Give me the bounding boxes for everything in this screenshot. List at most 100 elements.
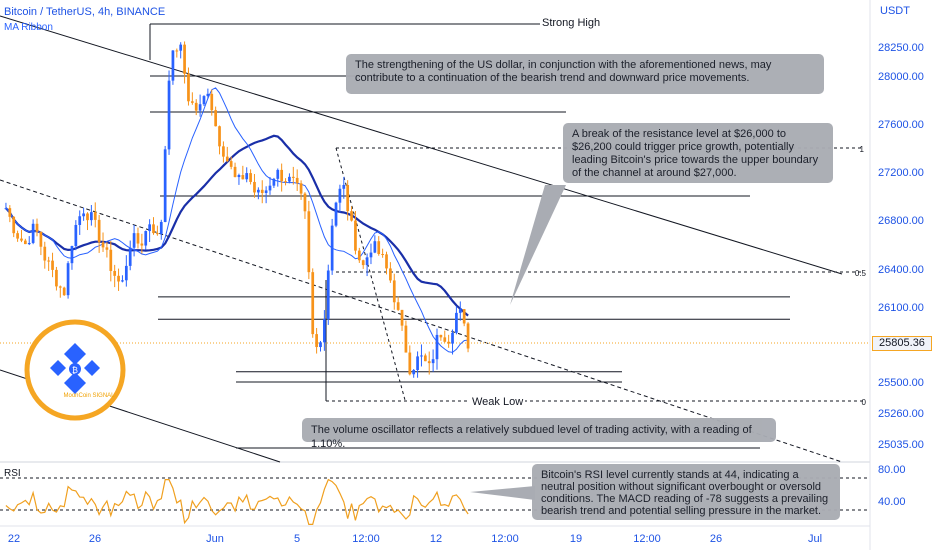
price-tick-label: 26100.00 <box>878 302 924 314</box>
strong-high-label: Strong High <box>540 17 603 29</box>
candle-body <box>354 220 357 251</box>
candle-body <box>241 175 245 180</box>
rsi-tick-label: 40.00 <box>878 496 906 508</box>
candle-body <box>183 44 186 74</box>
candle-body <box>400 309 404 326</box>
candle-body <box>187 73 190 102</box>
candle-body <box>256 189 260 193</box>
candle-body <box>381 253 384 255</box>
candle-body <box>124 265 128 281</box>
candle-body <box>31 223 35 243</box>
candle-body <box>462 309 466 324</box>
candle-body <box>455 312 458 333</box>
candle-body <box>16 233 19 239</box>
chart-legend: Bitcoin / TetherUS, 4h, BINANCE MA Ribbo… <box>4 4 165 36</box>
candle-body <box>101 242 105 248</box>
candle-body <box>222 146 225 157</box>
price-tick-label: 27600.00 <box>878 119 924 131</box>
candle-body <box>74 224 78 247</box>
candle-body <box>451 332 454 344</box>
candle-body <box>284 181 287 183</box>
candle-body <box>194 102 198 111</box>
logo-text: MoonCoin SIGNAL <box>63 393 115 399</box>
candle-body <box>167 80 171 150</box>
candle-body <box>152 224 155 234</box>
note-usd: The strengthening of the US dollar, in c… <box>346 54 824 94</box>
candle-body <box>342 185 346 189</box>
time-tick-label: 26 <box>710 533 722 545</box>
candle-body <box>326 270 330 320</box>
candle-body <box>86 213 89 221</box>
note-rsi-pointer <box>470 486 535 500</box>
candle-body <box>62 287 66 296</box>
time-tick-label: 22 <box>8 533 20 545</box>
candle-body <box>361 260 365 266</box>
candle-body <box>392 280 396 303</box>
candle-body <box>323 319 326 343</box>
candle-body <box>58 286 62 288</box>
candle-body <box>66 263 70 296</box>
time-axis: 22 26 Jun 5 12:00 12 12:00 19 12:00 26 Jul <box>8 533 822 545</box>
price-tick-label: 26400.00 <box>878 264 924 276</box>
candle-body <box>295 177 299 184</box>
price-tick-label: 28000.00 <box>878 71 924 83</box>
price-tick-label: 28250.00 <box>878 42 924 54</box>
time-tick-label: 12:00 <box>633 533 661 545</box>
candle-body <box>311 272 315 335</box>
candle-body <box>315 334 318 348</box>
candle-body <box>404 325 408 353</box>
candle-body <box>431 359 435 364</box>
fib-label-0: 0 <box>862 398 867 407</box>
candle-body <box>113 270 117 276</box>
candle-body <box>97 219 101 243</box>
candle-body <box>416 356 419 371</box>
candle-body <box>93 212 97 220</box>
candle-body <box>338 188 342 203</box>
candle-body <box>136 233 140 244</box>
ma-slow-line <box>5 134 469 317</box>
candle-body <box>396 302 400 310</box>
candle-body <box>249 173 252 182</box>
time-tick-label: 26 <box>89 533 101 545</box>
candle-body <box>276 169 280 179</box>
candle-body <box>291 176 295 178</box>
ma-fast-line <box>5 87 469 353</box>
candle-body <box>334 202 338 226</box>
candle-body <box>78 216 82 225</box>
candle-body <box>47 260 51 262</box>
candle-body <box>373 241 377 253</box>
candle-body <box>210 93 214 111</box>
time-tick-label: 12:00 <box>491 533 519 545</box>
candle-body <box>385 254 388 269</box>
candle-body <box>159 221 163 234</box>
candle-body <box>117 275 120 282</box>
candle-body <box>377 241 381 254</box>
rsi-line <box>5 478 469 525</box>
candle-body <box>218 126 221 147</box>
mooncoin-logo: ₿ <box>24 319 126 421</box>
candle-body <box>245 173 249 180</box>
price-tick-label: 26800.00 <box>878 215 924 227</box>
candle-body <box>307 211 311 273</box>
candle-body <box>233 166 237 178</box>
candle-body <box>412 370 416 375</box>
rsi-tick-label: 80.00 <box>878 464 906 476</box>
svg-text:₿: ₿ <box>72 366 78 375</box>
candle-body <box>350 211 353 221</box>
fib-label-05: 0.5 <box>855 269 867 278</box>
candle-body <box>435 334 439 360</box>
candle-body <box>330 225 334 271</box>
fib-label-1: 1 <box>860 145 865 154</box>
rsi-label: RSI <box>4 468 21 479</box>
candle-body <box>12 216 16 234</box>
time-tick-label: 19 <box>570 533 582 545</box>
candle-body <box>253 181 256 193</box>
candle-body <box>132 233 136 248</box>
candle-body <box>198 104 202 111</box>
channel-upper-line <box>0 15 843 275</box>
candle-body <box>420 355 423 357</box>
candle-body <box>148 224 151 232</box>
candle-body <box>109 249 113 271</box>
candle-body <box>237 175 241 178</box>
candle-body <box>299 183 303 194</box>
